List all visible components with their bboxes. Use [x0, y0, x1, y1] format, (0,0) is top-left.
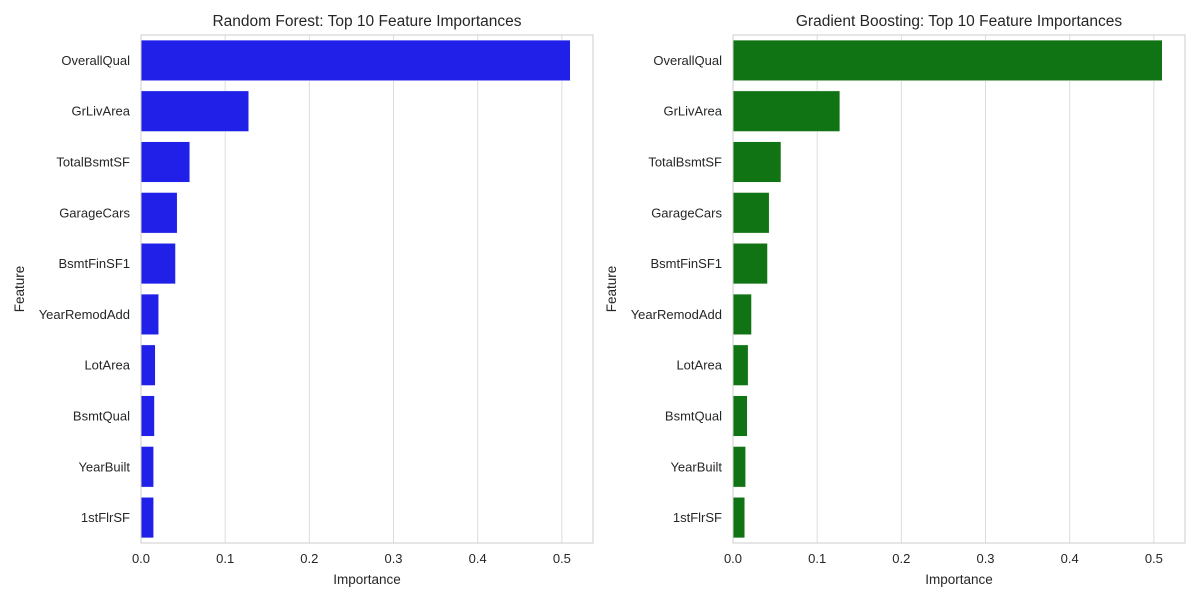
- y-tick-label: 1stFlrSF: [81, 510, 130, 525]
- x-tick-label: 0.1: [216, 551, 234, 566]
- y-tick-label: BsmtFinSF1: [58, 256, 130, 271]
- bar-TotalBsmtSF: [732, 141, 782, 183]
- y-tick-label: YearRemodAdd: [39, 307, 130, 322]
- x-tick-label: 0.3: [976, 551, 994, 566]
- bar-OverallQual: [140, 39, 571, 81]
- chart-panel-2: OverallQual GrLivArea TotalBsmtSF GarageCar…: [604, 13, 1186, 587]
- y-tick-label: BsmtQual: [665, 409, 722, 424]
- bar-GarageCars: [140, 192, 178, 234]
- bar-GrLivArea: [140, 90, 249, 132]
- x-tick-label: 0.0: [132, 551, 150, 566]
- y-tick-label: GrLivArea: [663, 104, 722, 119]
- y-axis-label: Feature: [604, 266, 619, 313]
- bar-YearBuilt: [140, 446, 154, 488]
- bar-BsmtFinSF1: [732, 243, 768, 285]
- chart-panel-1: OverallQual GrLivArea TotalBsmtSF GarageCar…: [12, 13, 594, 587]
- bar-LotArea: [140, 344, 156, 386]
- y-tick-label: LotArea: [676, 358, 722, 373]
- bar-BsmtFinSF1: [140, 243, 176, 285]
- bar-GarageCars: [732, 192, 770, 234]
- bar-OverallQual: [732, 39, 1163, 81]
- chart-title: Random Forest: Top 10 Feature Importance…: [212, 13, 521, 30]
- bar-1stFlrSF: [140, 497, 154, 539]
- plot-frame: [732, 34, 1186, 544]
- bar-BsmtQual: [732, 395, 748, 437]
- x-tick-label: 0.5: [1145, 551, 1163, 566]
- x-axis-label: Importance: [333, 572, 401, 587]
- y-tick-label: OverallQual: [61, 53, 130, 68]
- bar-1stFlrSF: [732, 497, 746, 539]
- y-axis-label: Feature: [12, 266, 27, 313]
- plot-frame: [140, 34, 594, 544]
- x-tick-label: 0.2: [300, 551, 318, 566]
- x-tick-label: 0.4: [1061, 551, 1079, 566]
- bar-YearBuilt: [732, 446, 746, 488]
- y-tick-label: GarageCars: [59, 205, 130, 220]
- bar-BsmtQual: [140, 395, 155, 437]
- y-tick-label: BsmtQual: [73, 409, 130, 424]
- y-tick-label: TotalBsmtSF: [648, 155, 722, 170]
- y-tick-label: YearBuilt: [78, 459, 130, 474]
- y-tick-label: TotalBsmtSF: [56, 155, 130, 170]
- x-tick-label: 0.2: [892, 551, 910, 566]
- x-tick-label: 0.3: [384, 551, 402, 566]
- x-tick-label: 0.4: [469, 551, 487, 566]
- y-tick-label: 1stFlrSF: [673, 510, 722, 525]
- x-tick-label: 0.0: [724, 551, 742, 566]
- y-tick-label: GrLivArea: [71, 104, 130, 119]
- bar-YearRemodAdd: [140, 293, 159, 335]
- y-tick-label: OverallQual: [653, 53, 722, 68]
- x-tick-label: 0.1: [808, 551, 826, 566]
- y-tick-label: BsmtFinSF1: [650, 256, 722, 271]
- x-axis-label: Importance: [925, 572, 993, 587]
- y-tick-label: YearRemodAdd: [631, 307, 722, 322]
- y-tick-label: YearBuilt: [670, 459, 722, 474]
- bar-LotArea: [732, 344, 749, 386]
- y-tick-label: GarageCars: [651, 205, 722, 220]
- y-tick-label: LotArea: [84, 358, 130, 373]
- x-tick-label: 0.5: [553, 551, 571, 566]
- bar-TotalBsmtSF: [140, 141, 191, 183]
- bar-GrLivArea: [732, 90, 841, 132]
- chart-title: Gradient Boosting: Top 10 Feature Import…: [796, 13, 1123, 30]
- bar-YearRemodAdd: [732, 293, 752, 335]
